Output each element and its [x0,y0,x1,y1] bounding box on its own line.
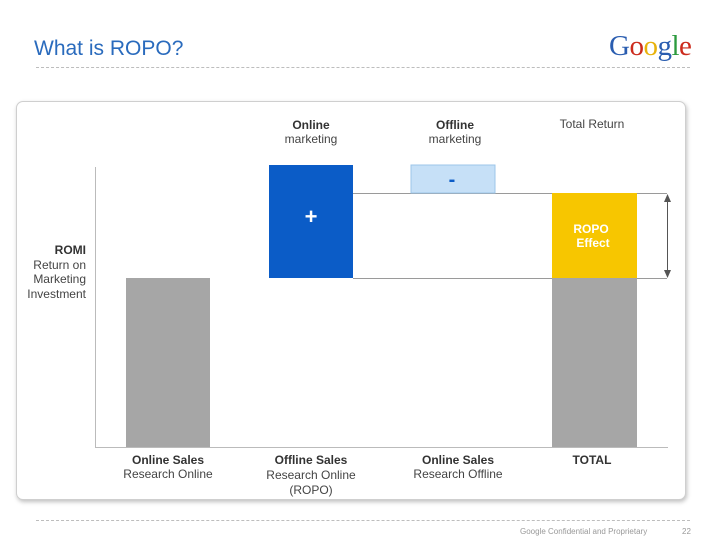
bottom-label-line1: Research Online [123,467,213,481]
bar-online-research-online [126,278,210,447]
google-logo: Google [609,30,692,62]
top-label-normal: marketing [284,132,338,146]
bottom-label-bold: TOTAL [572,453,612,467]
bottom-label-online-research-offline: Online Sales Research Offline [399,453,517,481]
header-divider [36,67,690,68]
page-title: What is ROPO? [34,37,184,60]
bottom-label-bold: Offline Sales [274,453,348,467]
bar-ropo-effect [552,193,637,278]
y-axis-label: ROMI Return on Marketing Investment [20,243,86,301]
top-label-bold: Offline [436,118,474,132]
ropo-effect-label-line1: ROPO [573,222,608,236]
bottom-label-bold: Online Sales [421,453,495,467]
romi-line1: Return on [33,257,86,272]
arrow-up-icon [664,194,671,202]
confidential-notice: Google Confidential and Proprietary [520,527,648,536]
romi-line3: Investment [27,286,86,301]
romi-label: ROMI [54,243,86,257]
arrow-down-icon [664,270,671,278]
top-label-online-marketing: Online marketing [261,118,361,146]
top-label-normal: Total Return [559,117,625,131]
top-label-normal: marketing [428,132,482,146]
bottom-label-line1: Research Offline [413,467,503,481]
bar-offline-marketing-minus [410,164,496,194]
romi-line2: Marketing [33,272,86,286]
footer-divider [36,520,690,521]
top-label-total-return: Total Return [542,117,642,131]
bottom-label-total: TOTAL [542,453,642,467]
page-number: 22 [682,527,691,536]
top-label-offline-marketing: Offline marketing [405,118,505,146]
bar-online-marketing-plus [269,165,353,278]
top-label-bold: Online [292,118,330,132]
bottom-label-bold: Online Sales [131,453,205,467]
plus-symbol: + [305,204,318,229]
bar-total-base [552,278,637,447]
ropo-effect-label-line2: Effect [576,236,609,250]
minus-symbol: - [449,169,456,191]
bottom-label-line1: Research Online [266,468,356,482]
bottom-label-offline-research-online: Offline Sales Research Online (ROPO) [253,453,369,498]
bottom-label-online-research-online: Online Sales Research Online [113,453,223,481]
bottom-label-line2: (ROPO) [289,483,333,497]
